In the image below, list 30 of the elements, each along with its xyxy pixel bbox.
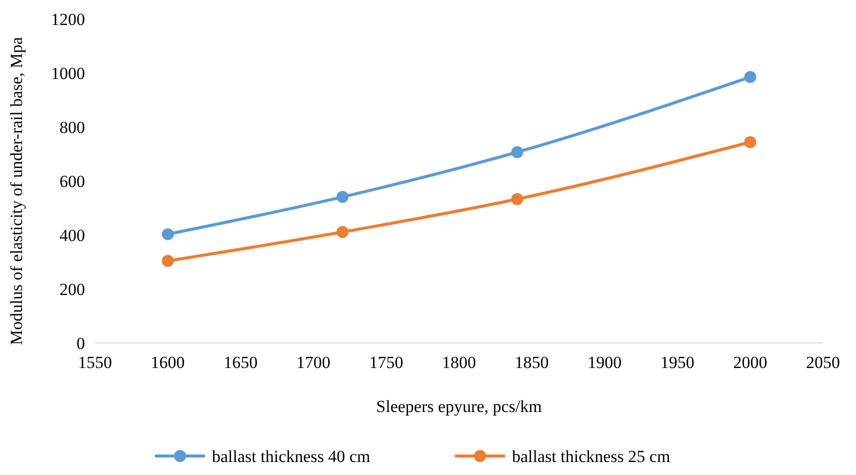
x-axis-title: Sleepers epyure, pcs/km	[376, 397, 542, 416]
point	[511, 193, 524, 206]
point	[744, 136, 756, 148]
x-tick-label: 1550	[78, 353, 112, 372]
y-tick-label: 0	[76, 334, 85, 353]
point	[511, 146, 524, 158]
x-tick-label: 1750	[369, 353, 404, 372]
x-tick-label: 2050	[806, 353, 840, 372]
point	[744, 71, 756, 84]
x-tick-label: 1650	[224, 353, 258, 372]
x-tick-label: 1850	[514, 353, 549, 372]
x-tick-label: 1800	[442, 353, 476, 372]
point	[336, 226, 349, 238]
x-tick-label: 1600	[150, 353, 185, 372]
point	[336, 190, 349, 203]
x-tick-label: 2000	[733, 353, 768, 372]
y-tick-label: 400	[60, 226, 85, 245]
y-tick-label: 600	[60, 172, 85, 191]
y-tick-label: 1000	[51, 64, 85, 83]
y-tick-label: 800	[60, 118, 85, 137]
x-tick-label: 1950	[660, 353, 694, 372]
x-tick-label: 1700	[296, 353, 330, 372]
y-tick-label: 1200	[51, 10, 85, 29]
point	[162, 254, 174, 267]
x-tick-label: 1900	[588, 353, 622, 372]
legend-label: ballast thickness 40 cm	[212, 447, 370, 466]
legend-label: ballast thickness 25 cm	[512, 447, 670, 466]
y-axis-title: Modulus of elasticity of under-rail base, Mpa	[7, 36, 26, 345]
y-tick-label: 200	[60, 280, 85, 299]
point	[162, 228, 174, 240]
